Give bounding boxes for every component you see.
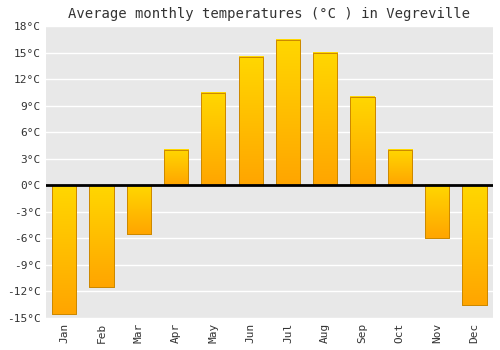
Bar [425,186,449,238]
Bar [388,150,412,186]
Bar [462,186,486,305]
Bar [276,40,300,186]
Bar [238,57,263,186]
Bar [52,186,76,314]
Bar [388,150,412,186]
Bar [350,97,374,186]
Bar [350,97,374,186]
Bar [462,186,486,305]
Bar [313,53,338,186]
Bar [201,92,226,186]
Title: Average monthly temperatures (°C ) in Vegreville: Average monthly temperatures (°C ) in Ve… [68,7,470,21]
Bar [90,186,114,287]
Bar [164,150,188,186]
Bar [90,186,114,287]
Bar [425,186,449,238]
Bar [276,40,300,186]
Bar [164,150,188,186]
Bar [201,92,226,186]
Bar [126,186,151,234]
Bar [52,186,76,314]
Bar [313,53,338,186]
Bar [126,186,151,234]
Bar [238,57,263,186]
